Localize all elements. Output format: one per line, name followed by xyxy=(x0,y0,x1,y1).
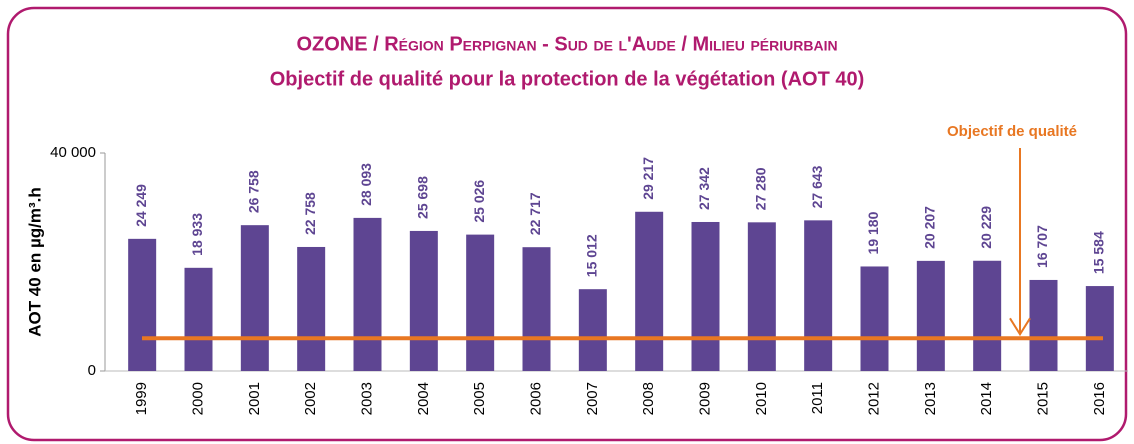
value-label: 24 249 xyxy=(133,184,149,227)
x-tick-label: 2009 xyxy=(696,382,713,415)
value-label: 22 717 xyxy=(527,192,543,235)
x-tick-label: 2008 xyxy=(640,382,657,415)
bar xyxy=(578,289,607,371)
value-label: 22 758 xyxy=(302,192,318,235)
y-tick-label: 40 000 xyxy=(50,144,96,161)
x-tick-label: 2015 xyxy=(1034,382,1051,415)
bar xyxy=(973,260,1002,371)
x-tick-label: 2014 xyxy=(978,382,995,415)
x-tick-label: 1999 xyxy=(133,382,150,415)
y-tick-label: 0 xyxy=(88,362,96,379)
x-tick-label: 2002 xyxy=(302,382,319,415)
value-label: 20 207 xyxy=(922,206,938,249)
x-tick-label: 2000 xyxy=(189,382,206,415)
value-label: 25 698 xyxy=(415,176,431,219)
value-label: 16 707 xyxy=(1034,225,1050,268)
bar xyxy=(297,246,326,371)
frame xyxy=(6,6,1128,442)
value-label: 18 933 xyxy=(189,213,205,256)
x-tick-label: 2012 xyxy=(865,382,882,415)
x-tick-label: 2001 xyxy=(246,382,263,415)
x-tick-label: 2007 xyxy=(584,382,601,415)
x-tick-label: 2016 xyxy=(1091,382,1108,415)
value-label: 27 342 xyxy=(696,167,712,210)
bar xyxy=(466,234,495,371)
threshold-label: Objectif de qualité xyxy=(947,123,1077,140)
bar xyxy=(1029,279,1058,371)
value-label: 27 643 xyxy=(809,165,825,208)
bar xyxy=(240,225,269,371)
x-tick-label: 2010 xyxy=(753,382,770,415)
bar xyxy=(747,222,776,371)
value-label: 15 012 xyxy=(584,234,600,277)
bar xyxy=(691,221,720,371)
bar xyxy=(1085,286,1114,371)
value-label: 15 584 xyxy=(1091,231,1107,274)
x-tick-label: 2011 xyxy=(809,382,826,414)
bar xyxy=(353,217,382,371)
annotation-arrowhead xyxy=(1009,317,1031,337)
value-label: 26 758 xyxy=(246,170,262,213)
bar xyxy=(409,230,438,371)
chart-title: OZONE / Région Perpignan - Sud de l'Aude… xyxy=(296,33,837,55)
x-tick-label: 2003 xyxy=(358,382,375,415)
bar xyxy=(916,260,945,371)
x-tick-label: 2004 xyxy=(415,382,432,415)
bar xyxy=(184,267,213,371)
value-label: 25 026 xyxy=(471,180,487,223)
bar xyxy=(635,211,664,371)
x-tick-label: 2006 xyxy=(527,382,544,415)
x-tick-label: 2013 xyxy=(922,382,939,415)
value-label: 27 280 xyxy=(753,167,769,210)
bar xyxy=(128,238,157,371)
value-label: 20 229 xyxy=(978,206,994,249)
bar xyxy=(804,220,833,371)
bar xyxy=(860,266,889,371)
value-label: 28 093 xyxy=(358,163,374,206)
x-tick-label: 2005 xyxy=(471,382,488,415)
chart-subtitle: Objectif de qualité pour la protection d… xyxy=(270,68,865,90)
value-label: 19 180 xyxy=(865,211,881,254)
value-label: 29 217 xyxy=(640,157,656,200)
bar xyxy=(522,247,551,371)
y-axis-label: AOT 40 en µg/m³.h xyxy=(25,187,44,337)
